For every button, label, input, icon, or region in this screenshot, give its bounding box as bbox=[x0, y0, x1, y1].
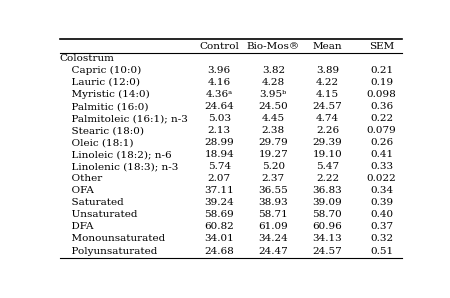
Text: 0.34: 0.34 bbox=[370, 186, 393, 195]
Text: 2.37: 2.37 bbox=[262, 174, 285, 183]
Text: 34.01: 34.01 bbox=[204, 235, 234, 243]
Text: Stearic (18:0): Stearic (18:0) bbox=[65, 126, 144, 135]
Text: 0.39: 0.39 bbox=[370, 198, 393, 207]
Text: 4.22: 4.22 bbox=[316, 78, 339, 87]
Text: Linoleic (18:2); n-6: Linoleic (18:2); n-6 bbox=[65, 150, 171, 159]
Text: Saturated: Saturated bbox=[65, 198, 124, 207]
Text: 3.89: 3.89 bbox=[316, 66, 339, 75]
Text: Other: Other bbox=[65, 174, 102, 183]
Text: Palmitoleic (16:1); n-3: Palmitoleic (16:1); n-3 bbox=[65, 114, 188, 123]
Text: 4.36ᵃ: 4.36ᵃ bbox=[206, 90, 233, 99]
Text: 28.99: 28.99 bbox=[204, 138, 234, 147]
Text: 58.70: 58.70 bbox=[313, 210, 342, 219]
Text: 0.22: 0.22 bbox=[370, 114, 393, 123]
Text: 61.09: 61.09 bbox=[258, 222, 288, 232]
Text: OFA: OFA bbox=[65, 186, 94, 195]
Text: 0.37: 0.37 bbox=[370, 222, 393, 232]
Text: 2.38: 2.38 bbox=[262, 126, 285, 135]
Text: Myristic (14:0): Myristic (14:0) bbox=[65, 90, 150, 99]
Text: 0.51: 0.51 bbox=[370, 246, 393, 255]
Text: 4.74: 4.74 bbox=[316, 114, 339, 123]
Text: Capric (10:0): Capric (10:0) bbox=[65, 66, 141, 75]
Text: 0.26: 0.26 bbox=[370, 138, 393, 147]
Text: 0.022: 0.022 bbox=[367, 174, 396, 183]
Text: 0.36: 0.36 bbox=[370, 102, 393, 111]
Text: 4.16: 4.16 bbox=[208, 78, 231, 87]
Text: Palmitic (16:0): Palmitic (16:0) bbox=[65, 102, 148, 111]
Text: Polyunsaturated: Polyunsaturated bbox=[65, 246, 158, 255]
Text: 19.10: 19.10 bbox=[313, 150, 342, 159]
Text: 36.83: 36.83 bbox=[313, 186, 342, 195]
Text: 2.13: 2.13 bbox=[208, 126, 231, 135]
Text: 0.40: 0.40 bbox=[370, 210, 393, 219]
Text: 34.24: 34.24 bbox=[258, 235, 288, 243]
Text: 5.20: 5.20 bbox=[262, 162, 285, 171]
Text: 60.82: 60.82 bbox=[204, 222, 234, 232]
Text: 0.098: 0.098 bbox=[367, 90, 396, 99]
Text: 3.82: 3.82 bbox=[262, 66, 285, 75]
Text: 37.11: 37.11 bbox=[204, 186, 234, 195]
Text: 5.03: 5.03 bbox=[208, 114, 231, 123]
Text: 39.09: 39.09 bbox=[313, 198, 342, 207]
Text: 0.21: 0.21 bbox=[370, 66, 393, 75]
Text: 24.64: 24.64 bbox=[204, 102, 234, 111]
Text: 0.079: 0.079 bbox=[367, 126, 396, 135]
Text: 60.96: 60.96 bbox=[313, 222, 342, 232]
Text: 2.26: 2.26 bbox=[316, 126, 339, 135]
Text: 39.24: 39.24 bbox=[204, 198, 234, 207]
Text: 29.39: 29.39 bbox=[313, 138, 342, 147]
Text: 24.47: 24.47 bbox=[258, 246, 288, 255]
Text: Monounsaturated: Monounsaturated bbox=[65, 235, 165, 243]
Text: 34.13: 34.13 bbox=[313, 235, 342, 243]
Text: 4.28: 4.28 bbox=[262, 78, 285, 87]
Text: 29.79: 29.79 bbox=[258, 138, 288, 147]
Text: 5.74: 5.74 bbox=[208, 162, 231, 171]
Text: Mean: Mean bbox=[313, 42, 342, 51]
Text: 0.33: 0.33 bbox=[370, 162, 393, 171]
Text: 3.96: 3.96 bbox=[208, 66, 231, 75]
Text: 24.57: 24.57 bbox=[313, 246, 342, 255]
Text: 5.47: 5.47 bbox=[316, 162, 339, 171]
Text: 2.22: 2.22 bbox=[316, 174, 339, 183]
Text: Bio-Mos®: Bio-Mos® bbox=[247, 42, 300, 51]
Text: Colostrum: Colostrum bbox=[60, 54, 115, 63]
Text: 19.27: 19.27 bbox=[258, 150, 288, 159]
Text: Oleic (18:1): Oleic (18:1) bbox=[65, 138, 134, 147]
Text: 3.95ᵇ: 3.95ᵇ bbox=[260, 90, 287, 99]
Text: 58.69: 58.69 bbox=[204, 210, 234, 219]
Text: 24.68: 24.68 bbox=[204, 246, 234, 255]
Text: Lauric (12:0): Lauric (12:0) bbox=[65, 78, 140, 87]
Text: Unsaturated: Unsaturated bbox=[65, 210, 137, 219]
Text: 18.94: 18.94 bbox=[204, 150, 234, 159]
Text: 2.07: 2.07 bbox=[208, 174, 231, 183]
Text: SEM: SEM bbox=[369, 42, 394, 51]
Text: 0.41: 0.41 bbox=[370, 150, 393, 159]
Text: 38.93: 38.93 bbox=[258, 198, 288, 207]
Text: 24.50: 24.50 bbox=[258, 102, 288, 111]
Text: 4.15: 4.15 bbox=[316, 90, 339, 99]
Text: 0.19: 0.19 bbox=[370, 78, 393, 87]
Text: 36.55: 36.55 bbox=[258, 186, 288, 195]
Text: Linolenic (18:3); n-3: Linolenic (18:3); n-3 bbox=[65, 162, 178, 171]
Text: 4.45: 4.45 bbox=[262, 114, 285, 123]
Text: Control: Control bbox=[199, 42, 239, 51]
Text: 58.71: 58.71 bbox=[258, 210, 288, 219]
Text: 24.57: 24.57 bbox=[313, 102, 342, 111]
Text: 0.32: 0.32 bbox=[370, 235, 393, 243]
Text: DFA: DFA bbox=[65, 222, 94, 232]
